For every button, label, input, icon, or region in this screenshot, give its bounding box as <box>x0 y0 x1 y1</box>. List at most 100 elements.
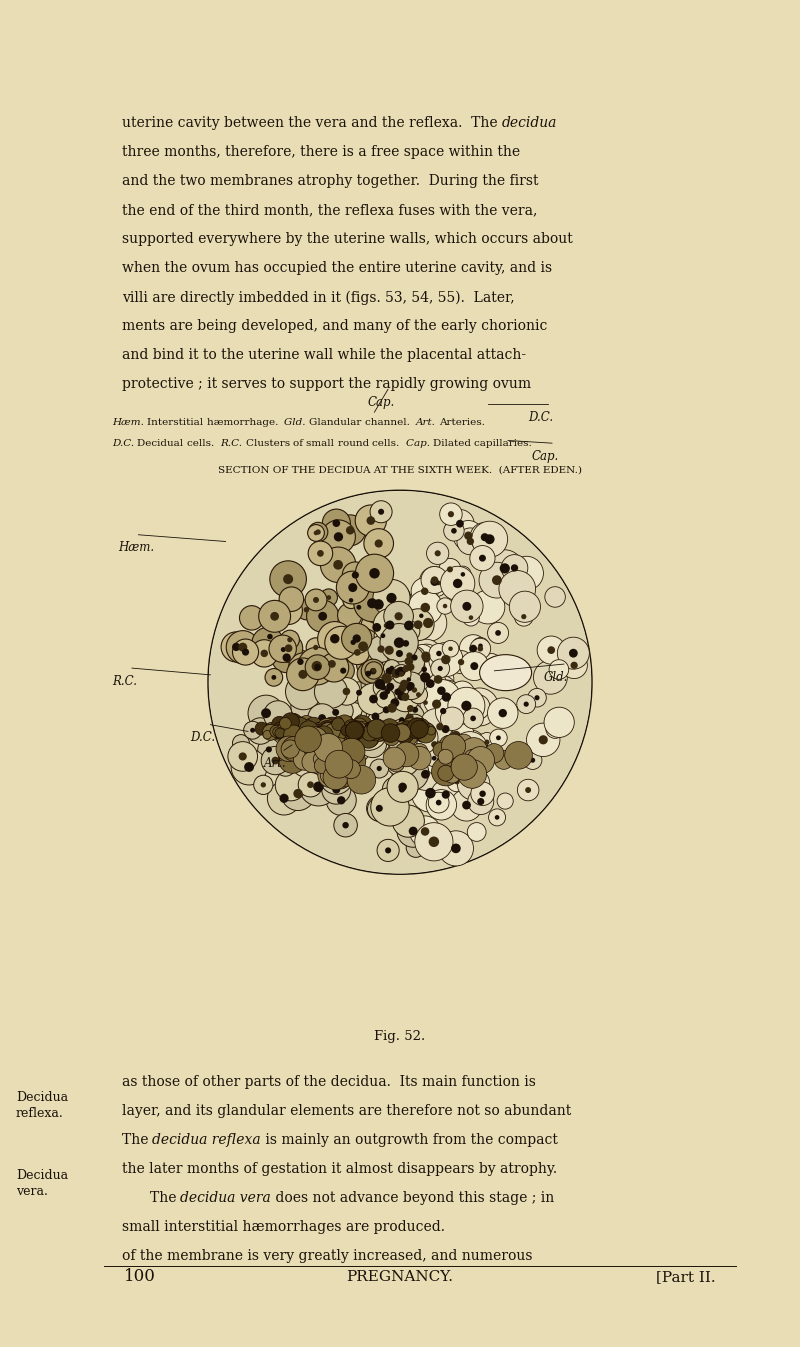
Ellipse shape <box>361 723 375 738</box>
Text: Decidual: Decidual <box>138 439 186 449</box>
Ellipse shape <box>435 695 468 727</box>
Ellipse shape <box>318 714 326 722</box>
Ellipse shape <box>402 718 419 734</box>
Ellipse shape <box>337 796 346 804</box>
Ellipse shape <box>244 762 254 772</box>
Ellipse shape <box>370 501 392 523</box>
Ellipse shape <box>336 723 349 735</box>
Ellipse shape <box>406 659 444 696</box>
Ellipse shape <box>446 509 474 537</box>
Ellipse shape <box>407 682 414 690</box>
Ellipse shape <box>314 722 343 752</box>
Ellipse shape <box>362 726 377 741</box>
Ellipse shape <box>302 752 323 773</box>
Ellipse shape <box>406 719 423 737</box>
Ellipse shape <box>480 655 532 691</box>
Ellipse shape <box>374 539 382 548</box>
Ellipse shape <box>423 679 461 717</box>
Ellipse shape <box>361 659 385 683</box>
Ellipse shape <box>448 687 485 725</box>
Ellipse shape <box>490 729 507 746</box>
Ellipse shape <box>365 661 382 679</box>
Ellipse shape <box>326 785 356 815</box>
Ellipse shape <box>298 669 307 679</box>
Ellipse shape <box>346 727 354 737</box>
Ellipse shape <box>275 729 285 738</box>
Ellipse shape <box>330 721 344 735</box>
Ellipse shape <box>373 678 394 698</box>
Ellipse shape <box>320 722 335 737</box>
Ellipse shape <box>329 766 352 789</box>
Ellipse shape <box>377 839 399 862</box>
Ellipse shape <box>335 717 353 734</box>
Ellipse shape <box>469 616 474 620</box>
Text: supported everywhere by the uterine walls, which occurs about: supported everywhere by the uterine wall… <box>122 232 572 247</box>
Ellipse shape <box>313 597 319 603</box>
Text: small interstitial hæmorrhages are produced.: small interstitial hæmorrhages are produ… <box>122 1220 445 1234</box>
Ellipse shape <box>497 793 514 810</box>
Ellipse shape <box>330 729 342 741</box>
Ellipse shape <box>397 726 414 744</box>
Ellipse shape <box>392 806 424 838</box>
Ellipse shape <box>279 718 291 729</box>
Ellipse shape <box>463 709 483 729</box>
Ellipse shape <box>294 723 307 737</box>
Ellipse shape <box>437 687 446 695</box>
Ellipse shape <box>258 738 280 761</box>
Text: Art.: Art. <box>264 757 286 770</box>
Ellipse shape <box>438 765 454 781</box>
Ellipse shape <box>384 688 390 695</box>
Ellipse shape <box>376 657 403 686</box>
Ellipse shape <box>370 723 384 737</box>
Ellipse shape <box>429 836 439 847</box>
Ellipse shape <box>318 721 337 740</box>
Ellipse shape <box>356 690 362 695</box>
Ellipse shape <box>454 566 471 583</box>
Ellipse shape <box>350 713 387 750</box>
Ellipse shape <box>438 734 454 750</box>
Ellipse shape <box>441 655 450 664</box>
Ellipse shape <box>343 633 363 652</box>
Ellipse shape <box>442 791 450 799</box>
Ellipse shape <box>394 703 425 733</box>
Ellipse shape <box>381 684 386 691</box>
Ellipse shape <box>398 729 405 735</box>
Ellipse shape <box>385 645 394 655</box>
Ellipse shape <box>412 644 441 674</box>
Ellipse shape <box>390 665 394 671</box>
Ellipse shape <box>232 643 240 651</box>
Ellipse shape <box>342 725 352 735</box>
Ellipse shape <box>394 612 402 621</box>
Ellipse shape <box>348 682 370 703</box>
Ellipse shape <box>338 738 365 765</box>
Ellipse shape <box>359 730 386 757</box>
Ellipse shape <box>369 695 378 703</box>
Ellipse shape <box>570 661 578 669</box>
Text: The: The <box>122 1133 153 1146</box>
Ellipse shape <box>342 721 354 733</box>
Ellipse shape <box>377 680 398 702</box>
Ellipse shape <box>369 719 384 735</box>
Ellipse shape <box>389 719 414 745</box>
Text: villi are directly imbedded in it (figs. 53, 54, 55).  Later,: villi are directly imbedded in it (figs.… <box>122 290 514 304</box>
Ellipse shape <box>406 663 414 671</box>
Ellipse shape <box>439 735 460 756</box>
Ellipse shape <box>432 756 437 761</box>
Ellipse shape <box>396 667 406 676</box>
Ellipse shape <box>304 779 322 796</box>
Ellipse shape <box>470 645 477 652</box>
Ellipse shape <box>338 723 351 737</box>
Ellipse shape <box>470 638 490 659</box>
Ellipse shape <box>408 590 442 625</box>
Ellipse shape <box>338 725 354 740</box>
Ellipse shape <box>444 766 461 783</box>
Ellipse shape <box>549 660 569 679</box>
Ellipse shape <box>398 717 405 723</box>
Ellipse shape <box>334 721 352 738</box>
Ellipse shape <box>306 725 323 741</box>
Ellipse shape <box>425 788 436 799</box>
Ellipse shape <box>378 509 384 515</box>
Ellipse shape <box>362 723 376 737</box>
Ellipse shape <box>305 655 330 679</box>
Ellipse shape <box>392 754 429 791</box>
